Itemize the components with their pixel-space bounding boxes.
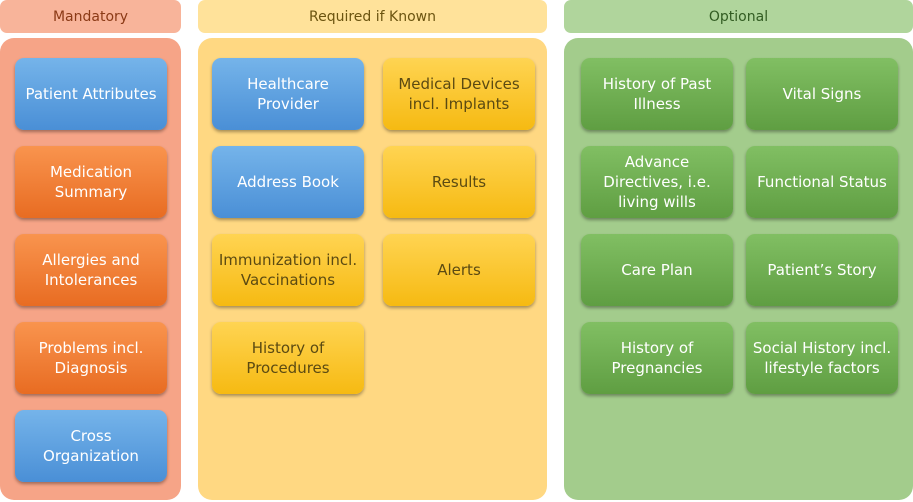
- box-patient-attributes: Patient Attributes: [15, 58, 167, 130]
- box-social-history: Social History incl. lifestyle factors: [746, 322, 898, 394]
- header-required-if-known: Required if Known: [198, 0, 547, 33]
- box-alerts: Alerts: [383, 234, 535, 306]
- box-cross-organization: Cross Organization: [15, 410, 167, 482]
- box-results: Results: [383, 146, 535, 218]
- box-vital-signs: Vital Signs: [746, 58, 898, 130]
- box-address-book: Address Book: [212, 146, 364, 218]
- box-history-of-pregnancies: History of Pregnancies: [581, 322, 733, 394]
- header-mandatory: Mandatory: [0, 0, 181, 33]
- box-patients-story: Patient’s Story: [746, 234, 898, 306]
- box-history-of-procedures: History of Procedures: [212, 322, 364, 394]
- box-care-plan: Care Plan: [581, 234, 733, 306]
- box-allergies-and-intolerances: Allergies and Intolerances: [15, 234, 167, 306]
- box-medication-summary: Medication Summary: [15, 146, 167, 218]
- box-functional-status: Functional Status: [746, 146, 898, 218]
- box-history-of-past-illness: History of Past Illness: [581, 58, 733, 130]
- box-medical-devices-incl-implants: Medical Devices incl. Implants: [383, 58, 535, 130]
- box-problems-incl-diagnosis: Problems incl. Diagnosis: [15, 322, 167, 394]
- box-immunization-incl-vaccinations: Immunization incl. Vaccinations: [212, 234, 364, 306]
- header-optional: Optional: [564, 0, 913, 33]
- box-healthcare-provider: Healthcare Provider: [212, 58, 364, 130]
- box-advance-directives: Advance Directives, i.e. living wills: [581, 146, 733, 218]
